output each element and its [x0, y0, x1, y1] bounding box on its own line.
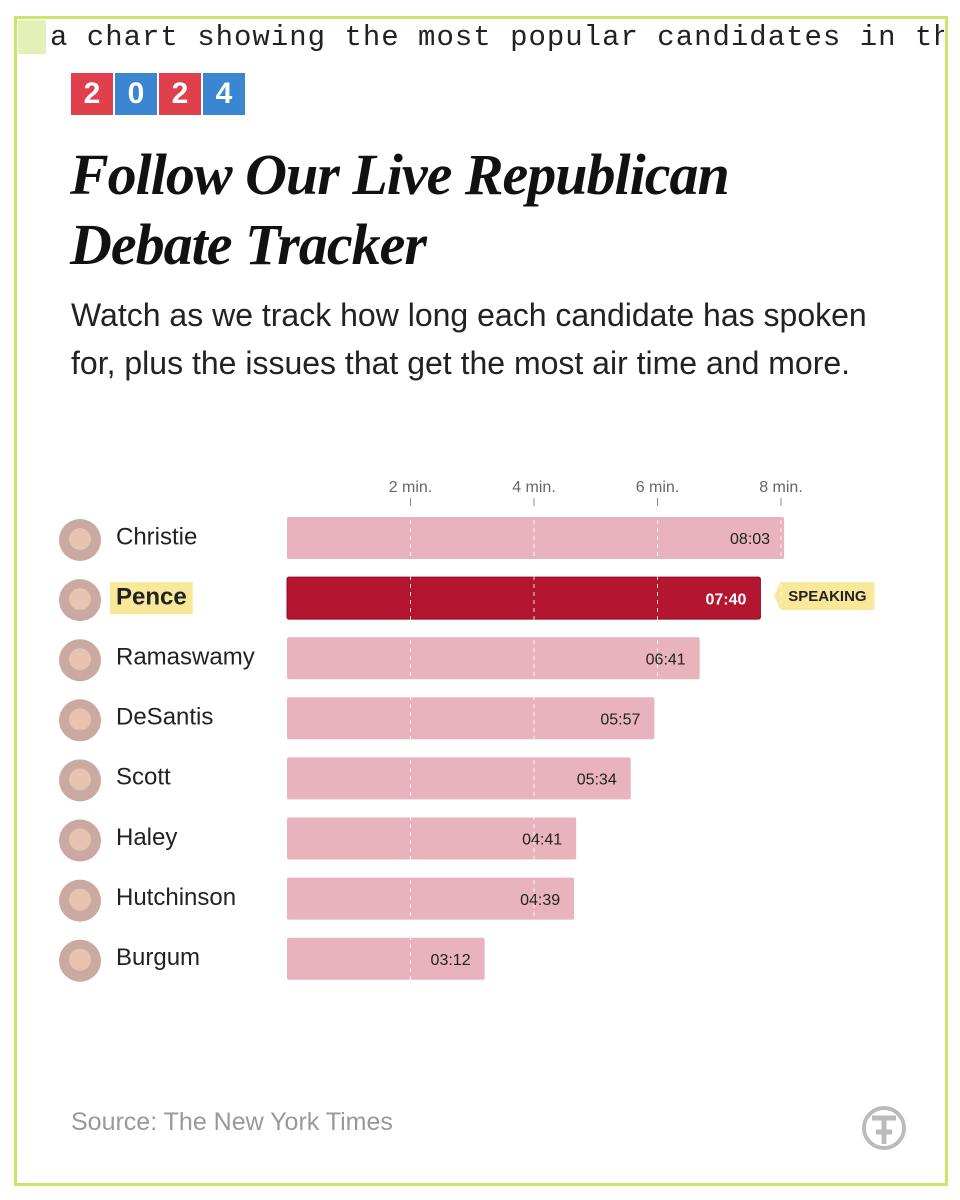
y-tick-label: Burgum — [116, 944, 200, 971]
bar — [287, 517, 785, 559]
annotation-text: SPEAKING — [788, 588, 866, 605]
y-tick-label: Christie — [116, 523, 197, 550]
badge-digit: 2 — [159, 73, 201, 115]
value-label: 03:12 — [431, 952, 471, 969]
badge-digit: 4 — [203, 73, 245, 115]
y-tick-label: Hutchinson — [116, 884, 236, 911]
x-tick-label: 2 min. — [389, 479, 433, 496]
value-label: 05:57 — [600, 712, 640, 729]
value-label: 08:03 — [730, 531, 770, 548]
x-tick-label: 6 min. — [636, 479, 680, 496]
x-tick-label: 4 min. — [512, 479, 556, 496]
avatar-face — [69, 768, 91, 791]
value-label: 06:41 — [646, 651, 686, 668]
avatar-face — [69, 888, 91, 911]
chart-subtitle: Watch as we track how long each candidat… — [71, 297, 867, 381]
chart-title: Follow Our Live Republican Debate Tracke… — [70, 142, 730, 277]
y-tick-label: DeSantis — [116, 704, 213, 731]
annotation: SPEAKING — [774, 582, 875, 611]
annotation-box — [774, 582, 875, 611]
name-highlight — [110, 582, 193, 615]
bar — [287, 817, 577, 860]
badge-digit: 0 — [115, 73, 157, 115]
avatar-face — [69, 708, 91, 731]
logo — [862, 1106, 906, 1150]
y-tick-label: Pence — [116, 583, 187, 610]
avatar-face — [69, 528, 91, 550]
badge-digit: 2 — [71, 73, 113, 115]
bar — [287, 937, 485, 980]
caption: a chart showing the most popular candida… — [18, 18, 944, 58]
bar — [287, 757, 631, 800]
avatar-face — [69, 648, 91, 671]
y-tick-label: Ramaswamy — [116, 644, 255, 671]
avatar-face — [69, 948, 91, 971]
bar — [287, 637, 700, 680]
value-label: 07:40 — [705, 591, 746, 608]
avatar-face — [69, 588, 91, 611]
source: Source: The New York Times — [71, 1108, 393, 1136]
bar — [286, 576, 761, 620]
x-tick-label: 8 min. — [759, 479, 803, 496]
avatar-face — [69, 828, 91, 851]
y-tick-label: Haley — [116, 824, 177, 851]
bar — [287, 877, 575, 920]
bar — [287, 697, 655, 740]
y-tick-label: Scott — [116, 764, 171, 791]
value-label: 04:41 — [522, 832, 562, 849]
value-label: 05:34 — [577, 772, 617, 789]
value-label: 04:39 — [520, 892, 560, 909]
